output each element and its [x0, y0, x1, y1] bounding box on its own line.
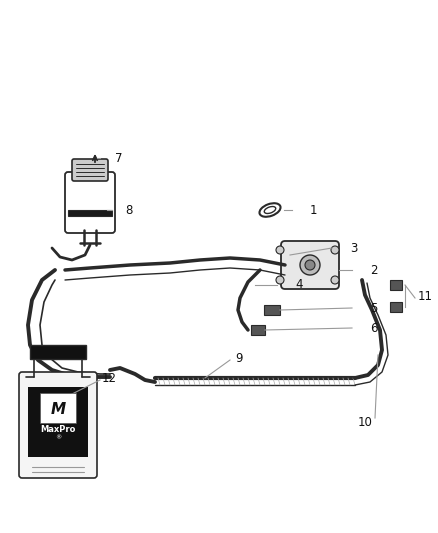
Text: M: M	[50, 401, 66, 416]
Text: 7: 7	[115, 151, 123, 165]
Text: 3: 3	[350, 241, 357, 254]
Text: 11: 11	[418, 289, 433, 303]
Text: 9: 9	[235, 351, 243, 365]
Text: MaxPro: MaxPro	[40, 425, 76, 434]
Circle shape	[305, 260, 315, 270]
Circle shape	[331, 246, 339, 254]
Circle shape	[276, 276, 284, 284]
FancyBboxPatch shape	[19, 372, 97, 478]
Circle shape	[300, 255, 320, 275]
Text: 2: 2	[370, 263, 378, 277]
Bar	[251, 325, 265, 335]
Bar	[390, 280, 402, 290]
Text: 4: 4	[295, 279, 303, 292]
Text: 6: 6	[370, 321, 378, 335]
FancyBboxPatch shape	[281, 241, 339, 289]
Bar	[40, 393, 76, 423]
Bar	[30, 345, 86, 359]
Bar	[28, 387, 88, 457]
Text: 12: 12	[102, 372, 117, 384]
Ellipse shape	[264, 206, 276, 214]
Text: 5: 5	[370, 302, 378, 314]
Text: ®: ®	[55, 435, 61, 440]
Text: 10: 10	[358, 416, 373, 429]
FancyBboxPatch shape	[72, 159, 108, 181]
Bar	[390, 302, 402, 312]
Bar	[264, 305, 280, 315]
Circle shape	[331, 276, 339, 284]
Text: 1: 1	[310, 204, 318, 216]
Text: 8: 8	[125, 204, 132, 216]
FancyBboxPatch shape	[68, 210, 112, 216]
Circle shape	[276, 246, 284, 254]
